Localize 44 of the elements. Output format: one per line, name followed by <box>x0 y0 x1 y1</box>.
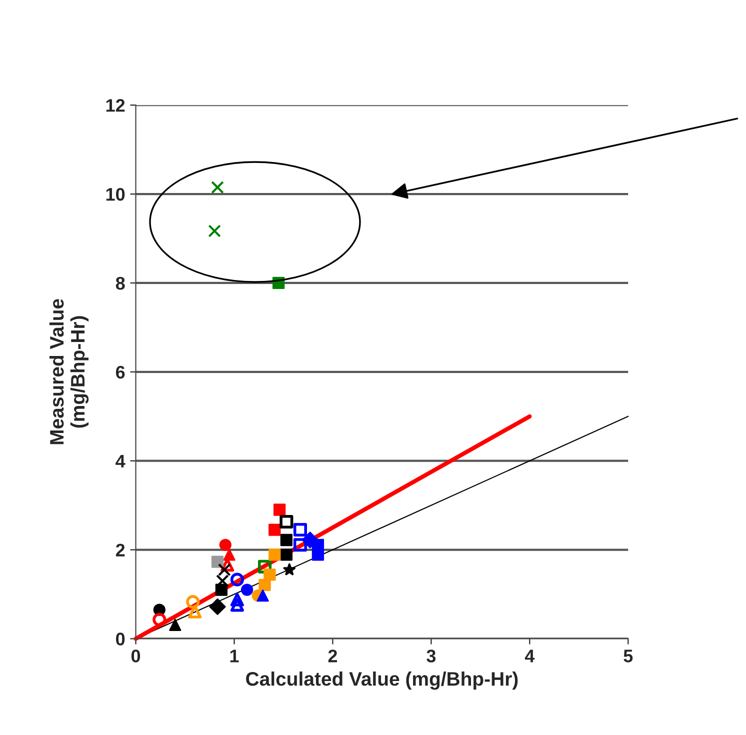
point <box>258 578 271 591</box>
x-tick-label: 3 <box>426 650 436 662</box>
point <box>293 523 307 537</box>
y-tick-label: 6 <box>116 366 125 379</box>
point <box>211 556 224 568</box>
point <box>258 560 272 574</box>
point <box>152 612 166 626</box>
point <box>256 590 269 602</box>
point <box>219 538 232 551</box>
x-axis-title: Calculated Value (mg/Bhp-Hr) <box>246 672 518 690</box>
y-tick-label: 12 <box>106 99 125 112</box>
y-tick-label: 8 <box>116 276 125 290</box>
point <box>188 604 202 618</box>
point <box>280 534 293 546</box>
y-axis-title: Measured Value (mg/Bhp-Hr) <box>49 299 89 444</box>
point <box>293 538 307 552</box>
x-tick-label: 2 <box>328 650 338 662</box>
y-tick-label: 4 <box>116 454 126 468</box>
point <box>215 584 228 596</box>
point <box>280 514 294 529</box>
point <box>208 224 221 238</box>
x-tick-label: 1 <box>230 650 239 662</box>
point <box>273 504 286 516</box>
point <box>283 563 296 576</box>
x-tick-label: 4 <box>524 650 535 662</box>
point <box>211 180 224 194</box>
point <box>230 598 244 612</box>
point <box>230 592 244 606</box>
point <box>268 524 281 536</box>
point <box>268 548 281 561</box>
point <box>240 584 254 596</box>
point <box>186 595 200 609</box>
point <box>264 568 276 581</box>
point <box>223 548 236 561</box>
x-tick-label: 5 <box>624 650 633 662</box>
y-tick-label: 10 <box>106 188 125 201</box>
point <box>209 598 226 615</box>
y-tick-label: 0 <box>116 632 125 646</box>
point <box>312 548 324 561</box>
point <box>280 548 293 561</box>
y-tick-label: 2 <box>116 544 125 556</box>
point <box>169 618 182 632</box>
point <box>230 572 244 586</box>
x-tick-label: 0 <box>131 650 140 662</box>
